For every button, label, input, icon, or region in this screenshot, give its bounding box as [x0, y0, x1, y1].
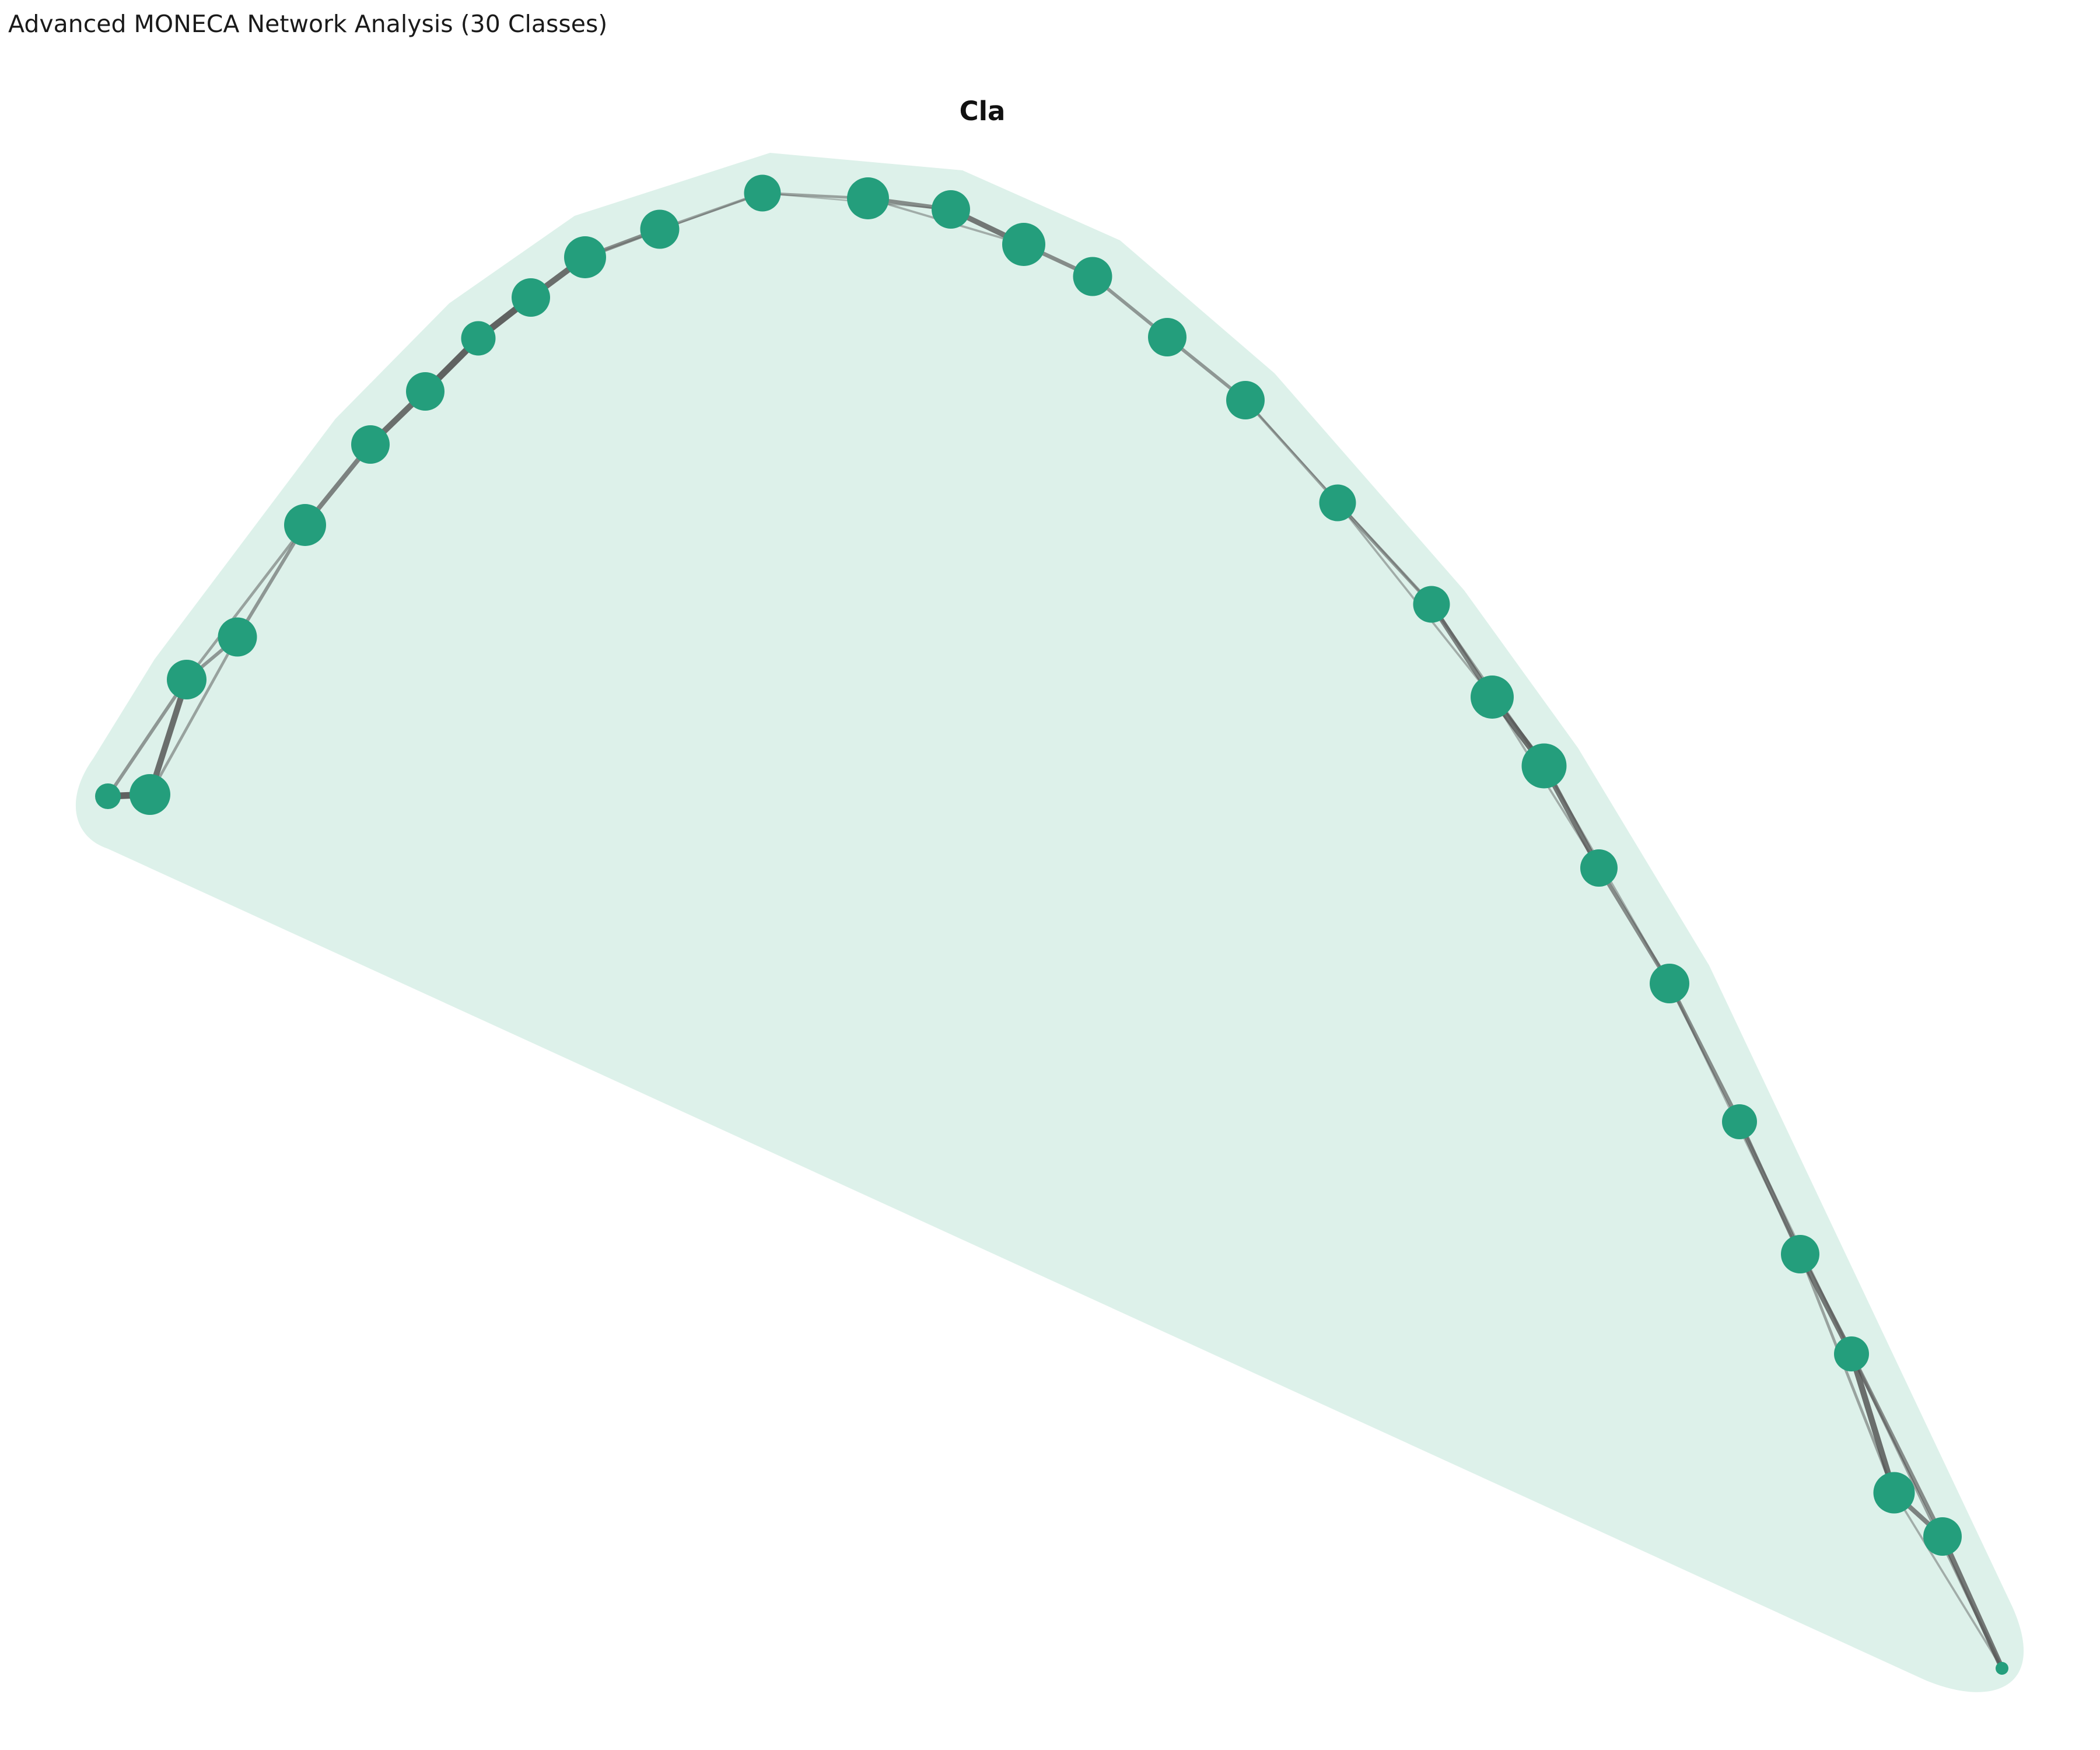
node-25 [1781, 1235, 1819, 1273]
edge-17-18 [1244, 398, 1339, 505]
edge-3-4 [236, 523, 307, 639]
edge-0-2 [106, 678, 188, 798]
node-21 [1521, 743, 1567, 789]
node-10 [640, 209, 680, 249]
node-9 [564, 236, 606, 278]
node-23 [1650, 964, 1689, 1003]
node-4 [284, 504, 326, 546]
node-5 [351, 425, 390, 464]
node-13 [932, 190, 970, 229]
node-1 [130, 774, 170, 815]
nodes-layer [95, 174, 2008, 1675]
node-26 [1834, 1336, 1869, 1371]
node-2 [167, 660, 206, 699]
node-3 [218, 617, 257, 657]
node-14 [1002, 223, 1045, 266]
node-28 [1923, 1517, 1962, 1556]
node-29 [1996, 1662, 2008, 1675]
node-22 [1580, 849, 1618, 887]
node-19 [1413, 586, 1450, 623]
node-18 [1319, 484, 1356, 522]
edge-18-19 [1336, 501, 1433, 606]
figure-title: Advanced MONECA Network Analysis (30 Cla… [8, 10, 607, 38]
node-11 [744, 174, 781, 212]
node-17 [1226, 381, 1265, 419]
edge-26-29 [1850, 1352, 2004, 1670]
edge-26-27 [1848, 1350, 1898, 1496]
edge-26-28 [1849, 1352, 1945, 1539]
edge-24-25 [1737, 1119, 1803, 1257]
node-7 [461, 321, 496, 356]
cluster-label: Cla [960, 96, 1006, 127]
edge-27-29 [1893, 1492, 2003, 1670]
edge-1-3 [148, 635, 239, 796]
node-20 [1471, 676, 1514, 719]
node-0 [95, 783, 121, 809]
node-27 [1873, 1472, 1915, 1514]
edge-25-27 [1798, 1252, 1896, 1494]
edge-22-23 [1597, 866, 1672, 986]
edge-2-4 [185, 523, 307, 681]
cluster-hull [75, 153, 2024, 1692]
edge-28-29 [1940, 1534, 2005, 1671]
node-12 [847, 177, 889, 219]
edge-23-24 [1667, 981, 1742, 1124]
node-8 [512, 278, 550, 317]
node-16 [1148, 318, 1186, 356]
node-15 [1073, 257, 1112, 296]
node-6 [406, 372, 444, 411]
node-24 [1722, 1104, 1757, 1139]
